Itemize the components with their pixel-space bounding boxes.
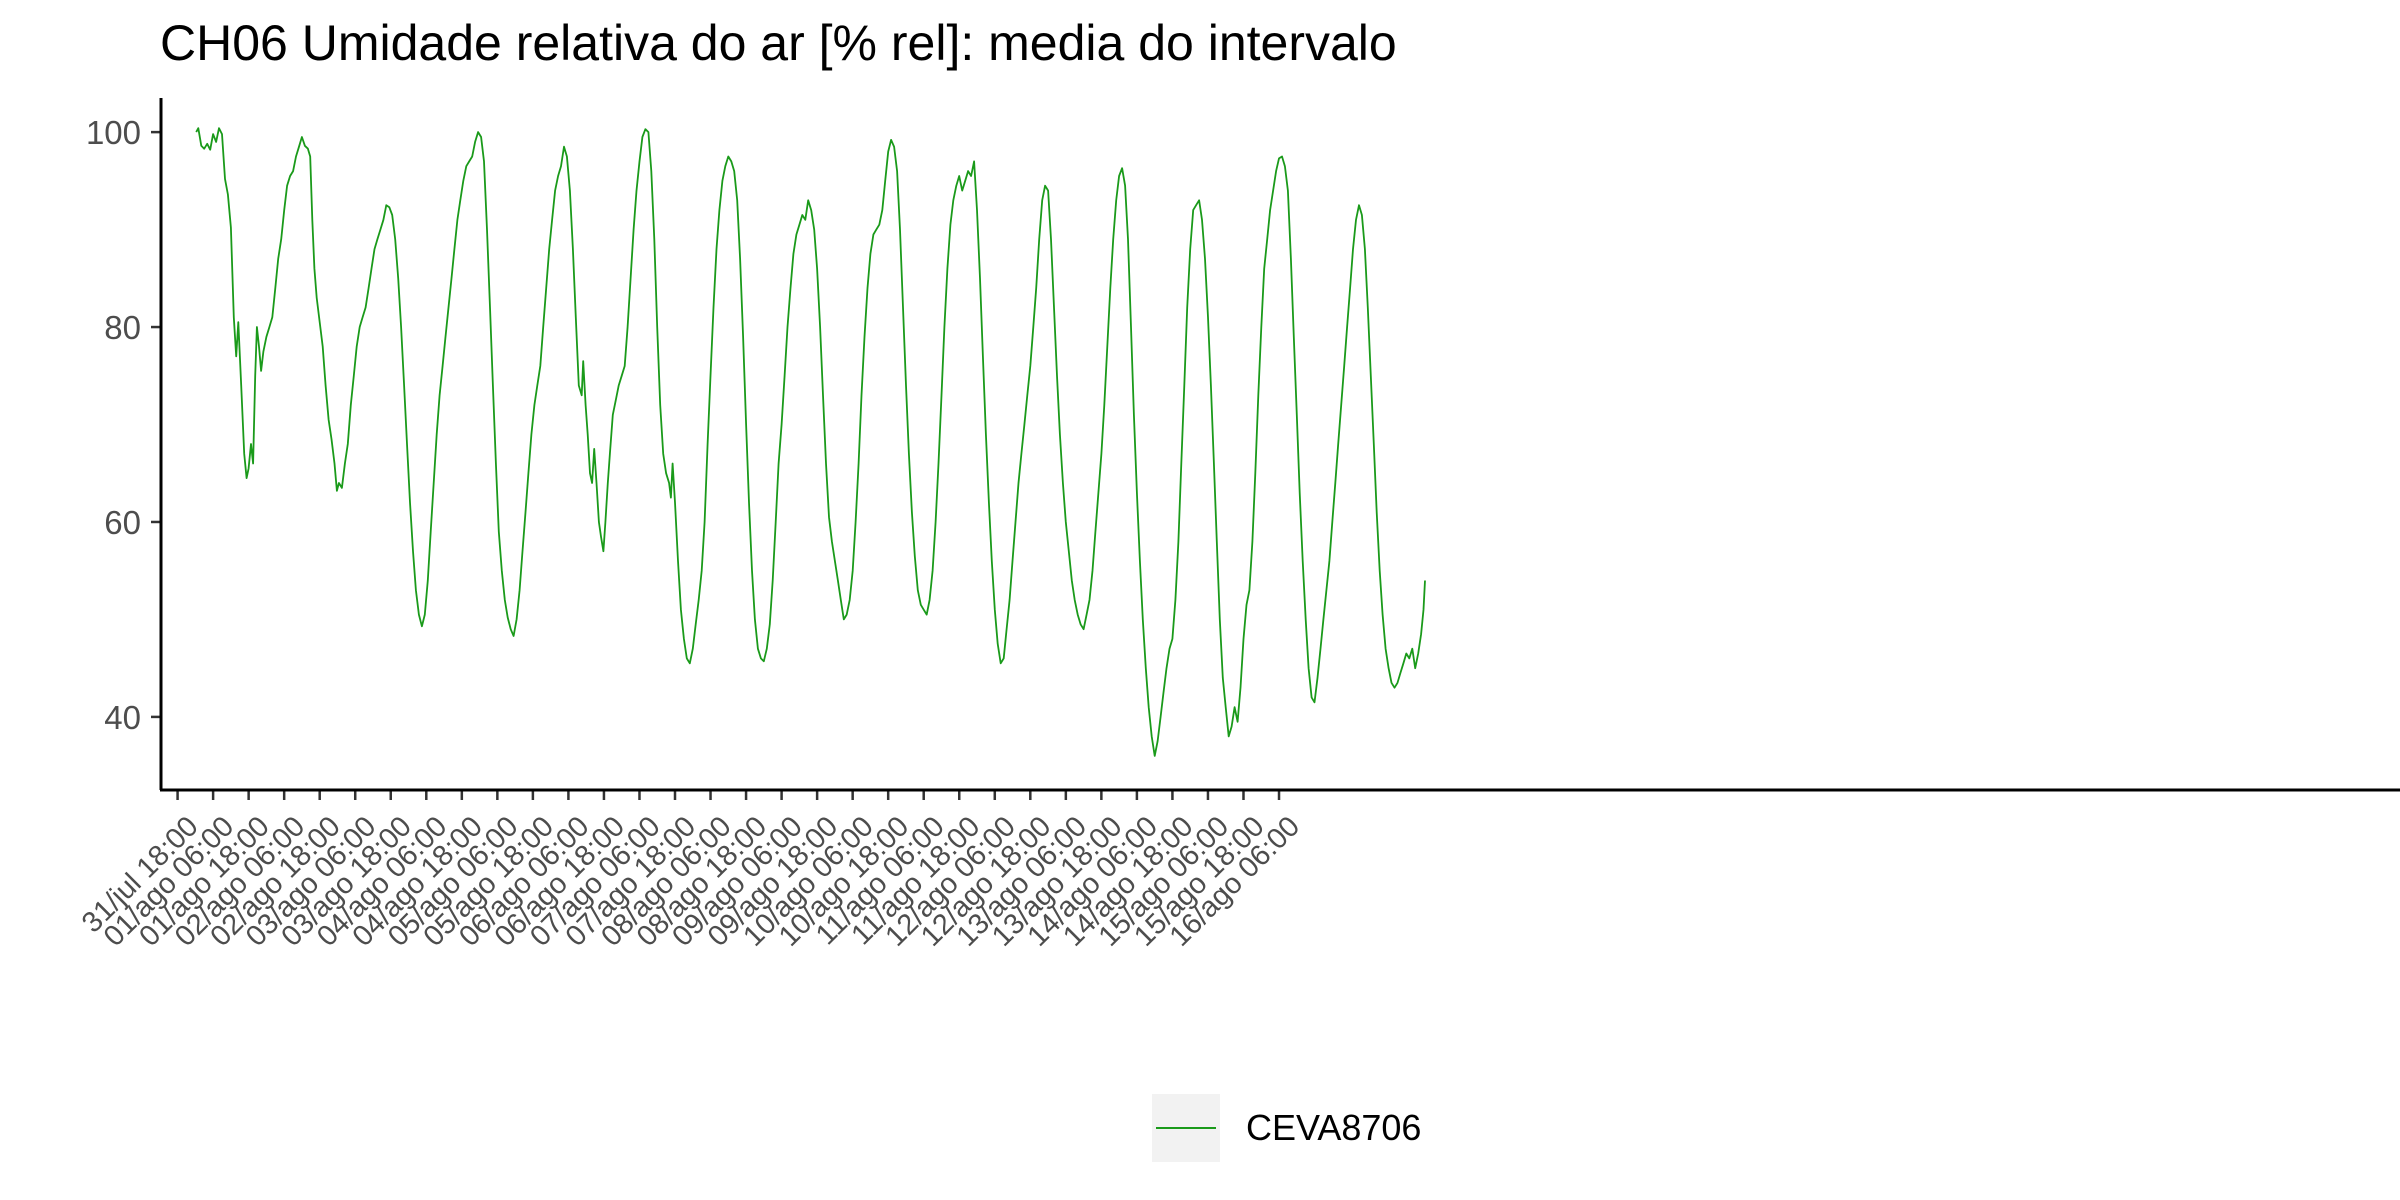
legend: CEVA8706 [1152, 1094, 1421, 1162]
series-layer [195, 127, 1426, 757]
legend-label: CEVA8706 [1246, 1107, 1422, 1148]
y-tick-label: 100 [86, 114, 141, 151]
y-tick-label: 80 [104, 309, 141, 346]
legend-key [1152, 1094, 1220, 1162]
chart-title: CH06 Umidade relativa do ar [% rel]: med… [160, 15, 1397, 71]
y-axis-ticks: 40 60 80 100 [86, 114, 161, 736]
series-line-ceva8706 [195, 127, 1426, 757]
legend-key-line [1156, 1127, 1216, 1129]
y-tick-label: 60 [104, 504, 141, 541]
y-tick-label: 40 [104, 699, 141, 736]
